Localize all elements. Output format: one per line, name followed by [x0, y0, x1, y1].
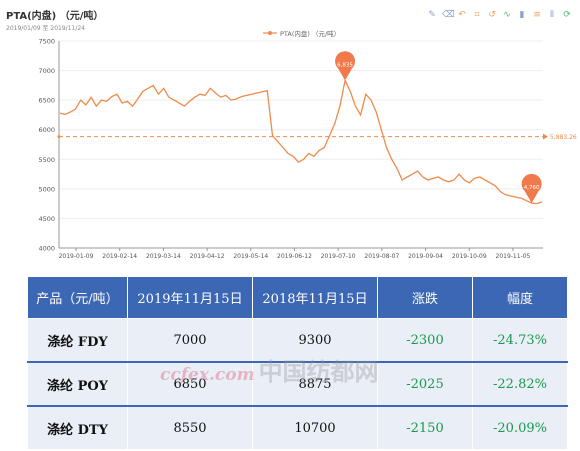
product-cell: 涤纶 POY — [27, 361, 128, 407]
x-tick-label: 2019-05-14 — [233, 253, 268, 260]
x-tick-label: 2019-06-12 — [277, 253, 312, 260]
undo-icon[interactable]: ↶ — [458, 10, 466, 20]
chart-title: PTA(内盘) （元/吨） — [6, 11, 104, 22]
y-tick-label: 4000 — [38, 245, 55, 253]
comparison-table: 产品（元/吨） 2019年11月15日 2018年11月15日 涨跌 幅度 涤纶… — [27, 276, 568, 450]
chart-legend[interactable]: PTA(内盘) （元/吨） — [263, 30, 340, 38]
y-tick-label: 5000 — [38, 185, 55, 193]
price-2018-cell: 9300 — [252, 318, 378, 363]
price-2019-cell: 6850 — [127, 361, 253, 407]
price-2019-cell: 8550 — [127, 405, 253, 450]
y-axis: 4000 4500 5000 5500 6000 6500 7000 7500 — [38, 38, 60, 253]
table-row: 涤纶 FDY 7000 9300 -2300 -24.73% — [27, 318, 568, 363]
table-row: 涤纶 POY 6850 8875 -2025 -22.82% — [27, 361, 568, 407]
y-tick-label: 7000 — [38, 67, 55, 75]
x-axis: 2019-01-09 2019-02-14 2019-03-14 2019-04-12… — [59, 247, 543, 260]
change-cell: -2300 — [377, 318, 473, 363]
reset-zoom-icon[interactable]: ↺ — [488, 10, 496, 20]
x-tick-label: 2019-03-14 — [146, 253, 181, 260]
pct-cell: -20.09% — [472, 405, 568, 450]
table-row: 涤纶 DTY 8550 10700 -2150 -20.09% — [27, 405, 568, 450]
average-label: 5,883.26 — [550, 134, 577, 141]
y-tick-label: 4500 — [38, 215, 55, 223]
x-tick-label: 2019-02-14 — [102, 253, 137, 260]
header-pct: 幅度 — [472, 276, 568, 319]
min-pin-label: 4,760 — [524, 185, 540, 191]
watermark-logo: ccfex.com — [160, 365, 255, 385]
y-grid — [59, 40, 543, 249]
y-tick-label: 7500 — [38, 38, 55, 46]
header-2019: 2019年11月15日 — [127, 276, 253, 319]
pct-cell: -22.82% — [472, 361, 568, 407]
crop-icon[interactable]: ⌗ — [474, 10, 480, 20]
max-pin — [335, 51, 356, 81]
product-cell: 涤纶 DTY — [27, 405, 128, 450]
extreme-markers: 6,835 4,760 — [335, 51, 542, 204]
watermark: ccfex.com 中国纺都网 — [160, 352, 379, 387]
stack-icon[interactable]: ≡ — [533, 10, 541, 20]
bar-icon[interactable]: ▮ — [519, 10, 525, 20]
x-tick-label: 2019-10-09 — [452, 253, 487, 260]
refresh-icon[interactable]: ⟳ — [563, 10, 571, 20]
eraser-icon[interactable]: ⌫ — [442, 10, 455, 20]
x-tick-label: 2019-01-09 — [59, 253, 94, 260]
x-tick-label: 2019-08-07 — [364, 253, 399, 260]
average-line: 5,883.26 — [57, 133, 577, 141]
x-tick-label: 2019-04-12 — [190, 253, 225, 260]
price-2018-cell: 8875 — [252, 361, 378, 407]
price-2019-cell: 7000 — [127, 318, 253, 363]
x-tick-label: 2019-09-04 — [408, 253, 443, 260]
max-pin-label: 6,835 — [337, 62, 353, 68]
series-path — [59, 78, 543, 205]
line-chart: PTA(内盘) （元/吨） 4000 4500 5000 5500 6000 6500 70… — [38, 30, 577, 260]
min-pin — [521, 173, 542, 204]
x-tick-label: 2019-11-05 — [496, 253, 531, 260]
change-cell: -2025 — [377, 361, 473, 407]
watermark-text: 中国纺都网 — [258, 357, 379, 386]
change-cell: -2150 — [377, 405, 473, 450]
average-arrow — [543, 133, 548, 140]
header-2018: 2018年11月15日 — [252, 276, 378, 319]
pct-cell: -24.73% — [472, 318, 568, 363]
x-tick-label: 2019-07-10 — [321, 253, 356, 260]
series-line[interactable] — [59, 78, 543, 205]
legend-label: PTA(内盘) （元/吨） — [280, 30, 340, 38]
header-change: 涨跌 — [377, 276, 473, 319]
mark-icon[interactable]: ✎ — [428, 10, 436, 20]
average-start-dot — [57, 135, 61, 139]
y-tick-label: 5500 — [38, 156, 55, 164]
header-product: 产品（元/吨） — [27, 276, 128, 319]
price-2018-cell: 10700 — [252, 405, 378, 450]
chart-subtitle: 2019/01/09 至 2019/11/24 — [6, 25, 85, 32]
y-tick-label: 6000 — [38, 126, 55, 134]
tiled-icon[interactable]: ⦀ — [550, 10, 554, 20]
product-cell: 涤纶 FDY — [27, 318, 128, 363]
line-icon[interactable]: ∿ — [503, 10, 511, 20]
y-tick-label: 6500 — [38, 97, 55, 105]
toolbox: ✎ ⌫ ↶ ⌗ ↺ ∿ ▮ ≡ ⦀ ⟳ — [427, 10, 572, 20]
